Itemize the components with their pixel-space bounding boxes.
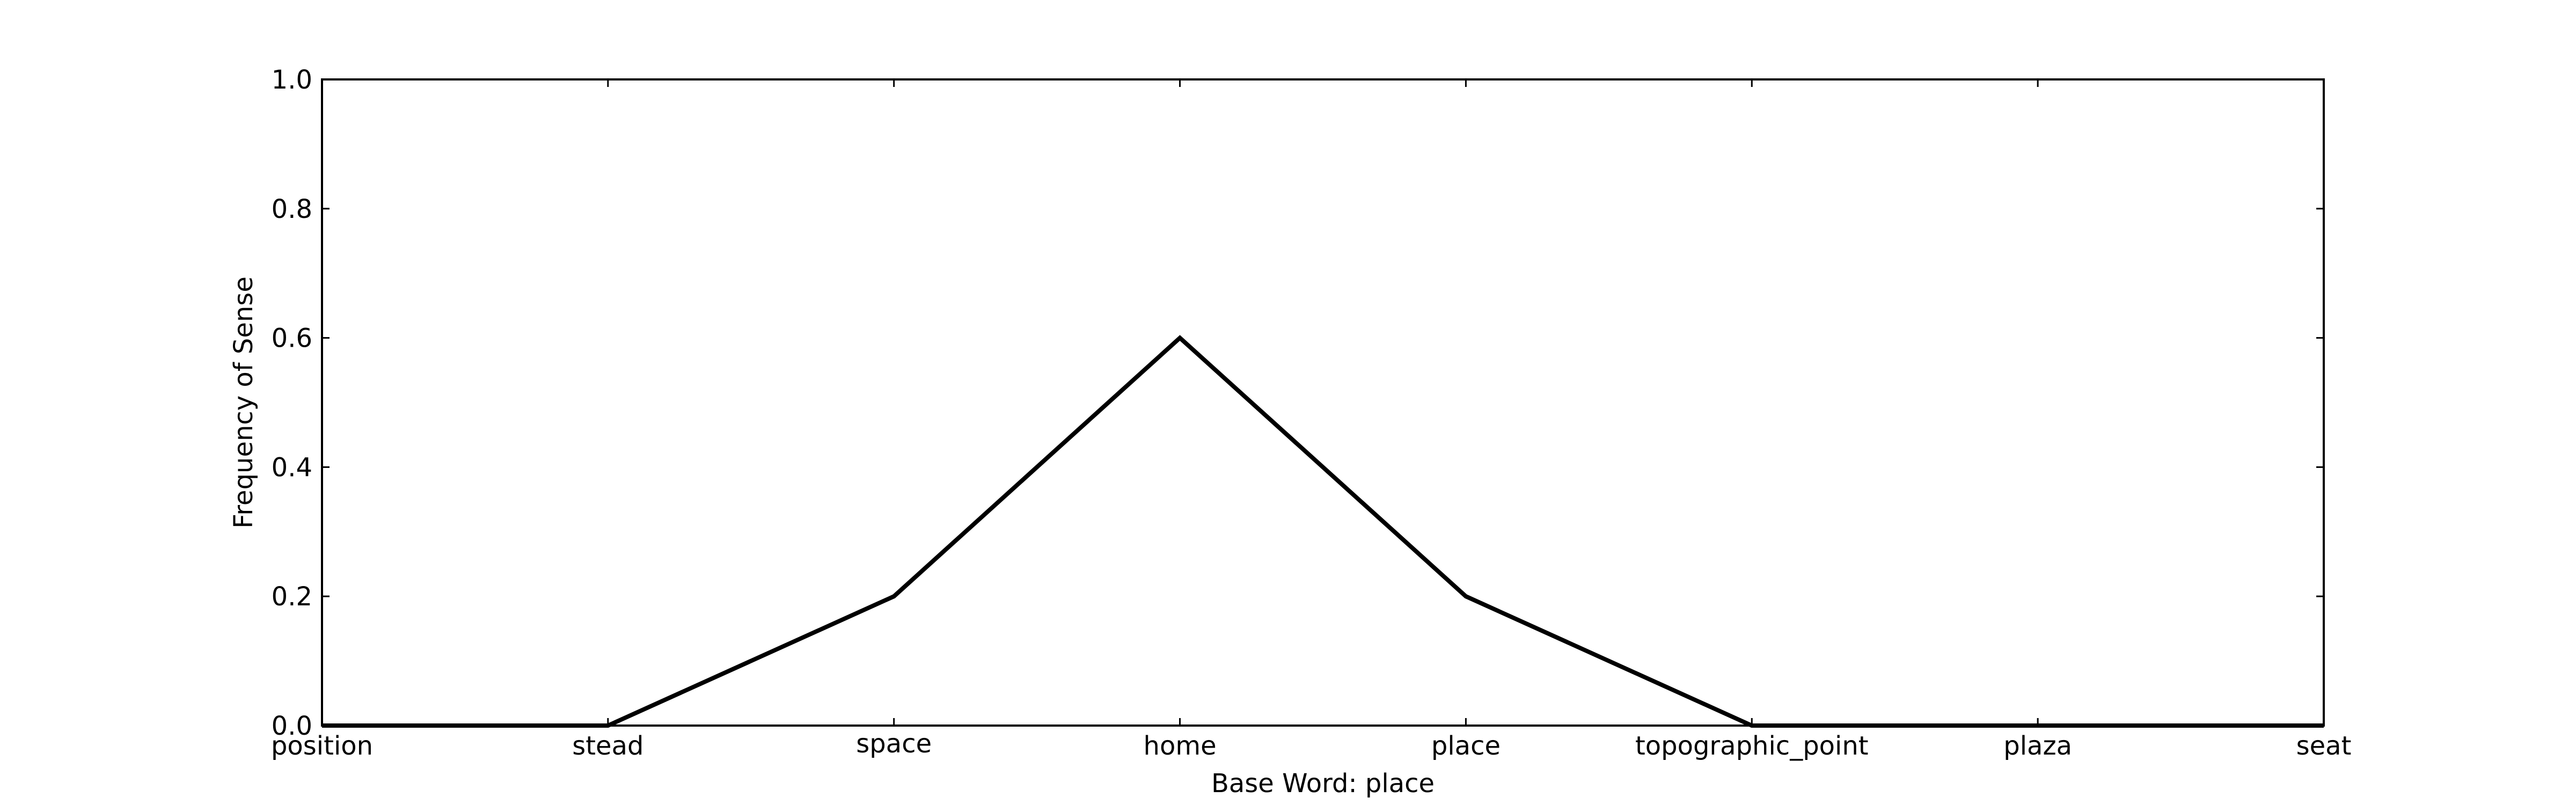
x-tick-label: stead [572,731,643,761]
x-tick-label: position [271,731,373,761]
y-tick-label: 0.0 [272,711,312,741]
x-tick-label: place [1431,731,1501,761]
x-tick-label: seat [2296,731,2352,761]
x-axis-ticks: position stead space home place topographic_p… [271,79,2351,761]
y-tick-label: 0.2 [272,582,312,612]
x-tick-label: home [1144,731,1217,761]
y-tick-label: 1.0 [272,65,312,95]
y-tick-label: 0.6 [272,324,312,354]
x-axis-label: Base Word: place [1211,769,1435,799]
x-tick-label: topographic_point [1635,731,1869,761]
x-tick-label: space [856,729,932,759]
y-tick-label: 0.4 [272,452,312,482]
plot-area [321,78,2325,727]
y-axis-label: Frequency of Sense [229,276,259,529]
y-tick-label: 0.8 [272,194,312,224]
data-series [322,335,2324,728]
x-tick-label: plaza [2003,731,2072,761]
series-line [322,335,2324,728]
y-axis-ticks: 0.0 0.2 0.4 0.6 0.8 1.0 [272,65,2324,741]
